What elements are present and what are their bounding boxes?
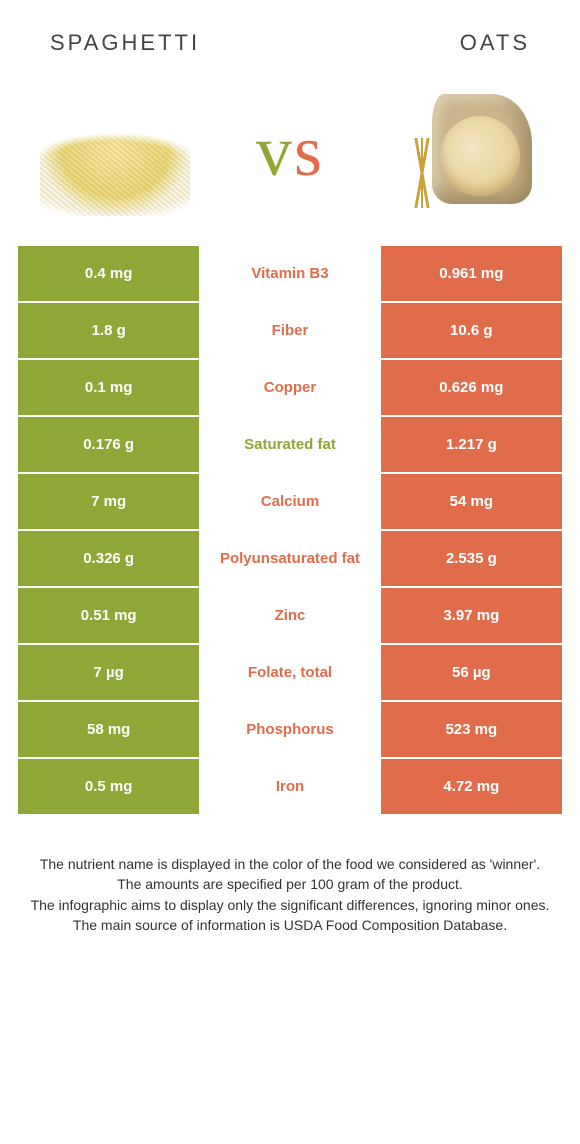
right-value: 10.6 g: [381, 303, 562, 358]
left-value: 58 mg: [18, 702, 199, 757]
table-row: 0.176 gSaturated fat1.217 g: [18, 417, 562, 472]
right-value: 3.97 mg: [381, 588, 562, 643]
right-value: 0.626 mg: [381, 360, 562, 415]
nutrient-label: Zinc: [199, 588, 380, 643]
table-row: 0.1 mgCopper0.626 mg: [18, 360, 562, 415]
left-value: 0.176 g: [18, 417, 199, 472]
left-value: 7 mg: [18, 474, 199, 529]
nutrient-label: Vitamin B3: [199, 246, 380, 301]
nutrient-label: Folate, total: [199, 645, 380, 700]
table-row: 0.326 gPolyunsaturated fat2.535 g: [18, 531, 562, 586]
footer-line: The infographic aims to display only the…: [22, 895, 558, 915]
left-value: 1.8 g: [18, 303, 199, 358]
left-value: 0.1 mg: [18, 360, 199, 415]
hero-row: vs: [0, 66, 580, 246]
right-value: 1.217 g: [381, 417, 562, 472]
table-row: 58 mgPhosphorus523 mg: [18, 702, 562, 757]
title-row: Spaghetti Oats: [0, 0, 580, 66]
right-food-title: Oats: [460, 30, 530, 56]
wheat-icon: [392, 138, 452, 208]
left-value: 0.326 g: [18, 531, 199, 586]
right-value: 523 mg: [381, 702, 562, 757]
table-row: 0.4 mgVitamin B30.961 mg: [18, 246, 562, 301]
right-value: 56 µg: [381, 645, 562, 700]
left-value: 7 µg: [18, 645, 199, 700]
table-row: 7 mgCalcium54 mg: [18, 474, 562, 529]
vs-label: vs: [256, 110, 324, 193]
footer-line: The amounts are specified per 100 gram o…: [22, 874, 558, 894]
table-row: 0.51 mgZinc3.97 mg: [18, 588, 562, 643]
nutrient-label: Polyunsaturated fat: [199, 531, 380, 586]
right-value: 2.535 g: [381, 531, 562, 586]
table-row: 7 µgFolate, total56 µg: [18, 645, 562, 700]
nutrient-label: Copper: [199, 360, 380, 415]
footer-line: The main source of information is USDA F…: [22, 915, 558, 935]
right-value: 4.72 mg: [381, 759, 562, 814]
nutrient-label: Iron: [199, 759, 380, 814]
table-row: 1.8 gFiber10.6 g: [18, 303, 562, 358]
footer-notes: The nutrient name is displayed in the co…: [0, 814, 580, 935]
right-food-image: [390, 86, 540, 216]
nutrient-label: Fiber: [199, 303, 380, 358]
comparison-table: 0.4 mgVitamin B30.961 mg1.8 gFiber10.6 g…: [18, 246, 562, 814]
left-value: 0.4 mg: [18, 246, 199, 301]
nutrient-label: Calcium: [199, 474, 380, 529]
right-value: 54 mg: [381, 474, 562, 529]
footer-line: The nutrient name is displayed in the co…: [22, 854, 558, 874]
nutrient-label: Phosphorus: [199, 702, 380, 757]
nutrient-label: Saturated fat: [199, 417, 380, 472]
table-row: 0.5 mgIron4.72 mg: [18, 759, 562, 814]
left-value: 0.5 mg: [18, 759, 199, 814]
left-food-title: Spaghetti: [50, 30, 200, 56]
left-value: 0.51 mg: [18, 588, 199, 643]
right-value: 0.961 mg: [381, 246, 562, 301]
left-food-image: [40, 86, 190, 216]
